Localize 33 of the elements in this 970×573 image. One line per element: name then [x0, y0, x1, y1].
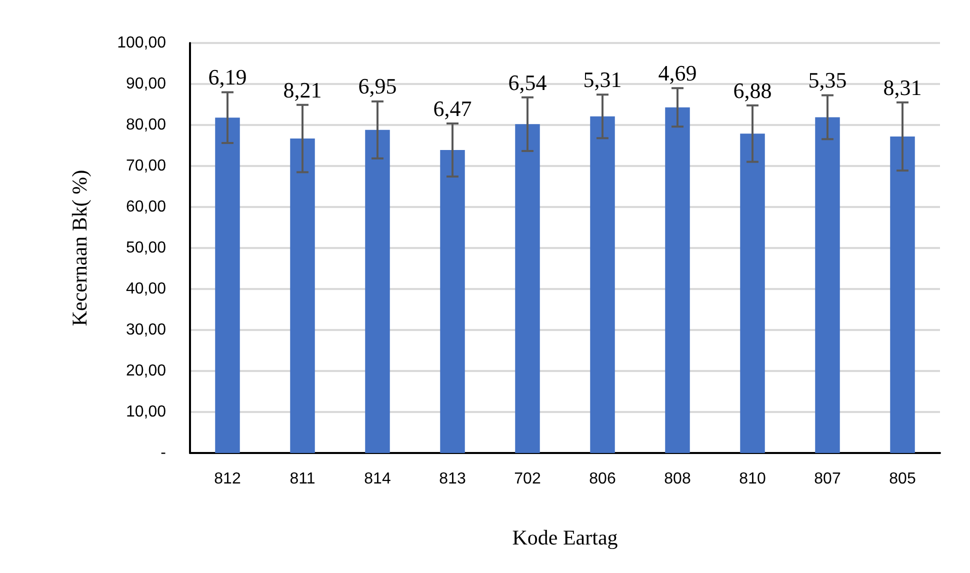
- annotation: 5,31: [583, 67, 622, 92]
- y-tick-label: 70,00: [126, 158, 166, 174]
- y-tick-label: 10,00: [126, 404, 166, 420]
- x-axis-title: Kode Eartag: [512, 526, 618, 550]
- x-tick-label: 808: [664, 470, 691, 488]
- x-tick-label: 806: [589, 470, 616, 488]
- annotation: 6,88: [733, 78, 772, 103]
- annotation: 6,47: [433, 96, 472, 121]
- annotation: 8,31: [883, 74, 922, 100]
- annotation: 5,35: [808, 68, 847, 93]
- y-tick-label: 50,00: [126, 240, 166, 256]
- x-tick-label: 810: [739, 470, 766, 488]
- annotation: 6,19: [208, 64, 247, 90]
- y-tick-label: 40,00: [126, 280, 166, 298]
- annotation: 4,69: [658, 60, 697, 86]
- y-tick-label: 90,00: [126, 76, 166, 92]
- annotation: 6,95: [358, 74, 397, 99]
- y-tick-label: 80,00: [126, 116, 166, 134]
- x-tick-label: 702: [514, 470, 541, 488]
- annotation: 8,21: [283, 77, 322, 102]
- x-tick-label: 805: [889, 470, 916, 488]
- y-tick-label: -: [160, 444, 166, 462]
- y-tick-label: 60,00: [126, 198, 166, 216]
- x-tick-label: 813: [439, 470, 466, 488]
- annotation: 6,54: [508, 70, 547, 96]
- y-tick-label: 30,00: [126, 322, 166, 338]
- x-tick-label: 814: [364, 470, 391, 488]
- y-tick-label: 100,00: [117, 34, 166, 52]
- x-tick-label: 811: [290, 470, 316, 488]
- x-tick-label: 807: [814, 470, 841, 488]
- y-tick-label: 20,00: [126, 362, 166, 380]
- x-tick-label: 812: [214, 470, 241, 488]
- y-axis-title: Kecernaan Bk( %): [68, 170, 92, 326]
